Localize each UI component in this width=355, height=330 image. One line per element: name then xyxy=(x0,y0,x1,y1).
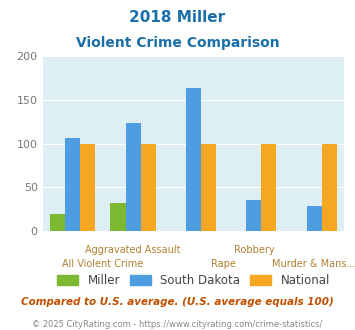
Bar xyxy=(80,144,95,231)
Text: © 2025 CityRating.com - https://www.cityrating.com/crime-statistics/: © 2025 CityRating.com - https://www.city… xyxy=(32,320,323,329)
Bar xyxy=(65,138,80,231)
Bar xyxy=(141,144,156,231)
Bar xyxy=(261,144,277,231)
Bar xyxy=(307,206,322,231)
Bar xyxy=(246,200,261,231)
Text: Rape: Rape xyxy=(211,259,236,269)
Bar xyxy=(322,144,337,231)
Bar xyxy=(126,123,141,231)
Bar xyxy=(50,214,65,231)
Text: 2018 Miller: 2018 Miller xyxy=(130,10,225,25)
Text: Murder & Mans...: Murder & Mans... xyxy=(272,259,355,269)
Bar xyxy=(110,203,126,231)
Text: Compared to U.S. average. (U.S. average equals 100): Compared to U.S. average. (U.S. average … xyxy=(21,297,334,307)
Text: Robbery: Robbery xyxy=(234,245,274,255)
Text: Violent Crime Comparison: Violent Crime Comparison xyxy=(76,36,279,50)
Bar xyxy=(186,88,201,231)
Legend: Miller, South Dakota, National: Miller, South Dakota, National xyxy=(52,269,335,292)
Bar xyxy=(201,144,216,231)
Text: All Violent Crime: All Violent Crime xyxy=(62,259,143,269)
Text: Aggravated Assault: Aggravated Assault xyxy=(85,245,181,255)
